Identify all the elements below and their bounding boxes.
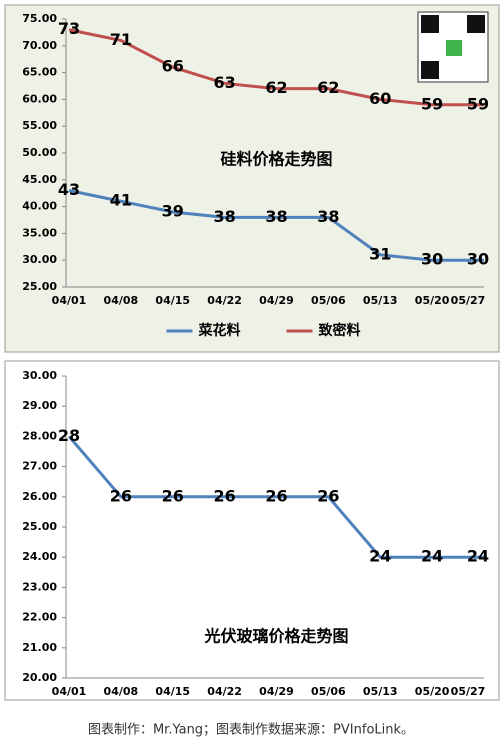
data-label: 38 — [317, 207, 339, 226]
chart-frame — [4, 360, 500, 701]
data-label: 30 — [467, 250, 489, 269]
y-tick-label: 23.00 — [22, 580, 57, 593]
data-label: 62 — [265, 78, 287, 97]
data-label: 41 — [110, 191, 132, 210]
line-series — [67, 435, 484, 559]
data-label: 43 — [58, 180, 80, 199]
x-tick-label: 05/13 — [363, 294, 398, 307]
data-label: 73 — [58, 19, 80, 38]
y-tick-label: 30.00 — [22, 369, 57, 382]
data-label: 26 — [317, 486, 339, 505]
y-tick-label: 26.00 — [22, 490, 57, 503]
chart-title: 光伏玻璃价格走势图 — [203, 627, 348, 646]
x-tick-label: 04/01 — [52, 294, 87, 307]
data-label: 66 — [162, 57, 184, 76]
data-label: 28 — [58, 426, 80, 445]
y-tick-label: 29.00 — [22, 399, 57, 412]
x-tick-label: 05/27 — [451, 685, 486, 698]
y-tick-label: 35.00 — [22, 226, 57, 239]
data-label: 39 — [162, 201, 184, 220]
y-tick-label: 55.00 — [22, 119, 57, 132]
data-label: 71 — [110, 30, 132, 49]
x-tick-label: 05/06 — [311, 294, 346, 307]
y-tick-label: 30.00 — [22, 253, 57, 266]
y-tick-label: 25.00 — [22, 280, 57, 293]
x-tick-label: 05/27 — [451, 294, 486, 307]
y-tick-label: 60.00 — [22, 92, 57, 105]
y-tick-label: 28.00 — [22, 429, 57, 442]
y-tick-label: 40.00 — [22, 200, 57, 213]
y-tick-label: 65.00 — [22, 66, 57, 79]
x-tick-label: 04/15 — [155, 294, 190, 307]
chart-title: 硅料价格走势图 — [220, 150, 332, 169]
x-tick-label: 04/22 — [207, 685, 242, 698]
y-tick-label: 45.00 — [22, 173, 57, 186]
x-tick-label: 04/01 — [52, 685, 87, 698]
y-tick-label: 22.00 — [22, 611, 57, 624]
x-tick-label: 05/20 — [415, 294, 450, 307]
data-label: 24 — [421, 547, 443, 566]
data-label: 31 — [369, 244, 391, 263]
data-label: 62 — [317, 78, 339, 97]
data-label: 26 — [162, 486, 184, 505]
data-label: 26 — [110, 486, 132, 505]
line-series — [68, 189, 484, 262]
x-tick-label: 05/06 — [311, 685, 346, 698]
data-label: 63 — [213, 73, 235, 92]
y-tick-label: 20.00 — [22, 671, 57, 684]
x-tick-label: 04/08 — [104, 685, 139, 698]
data-label: 59 — [467, 94, 489, 113]
data-label: 60 — [369, 89, 391, 108]
legend-label: 致密料 — [319, 322, 361, 339]
x-tick-label: 04/29 — [259, 685, 294, 698]
data-label: 30 — [421, 250, 443, 269]
x-tick-label: 04/08 — [104, 294, 139, 307]
y-tick-label: 50.00 — [22, 146, 57, 159]
x-tick-label: 05/20 — [415, 685, 450, 698]
legend-label: 菜花料 — [198, 322, 241, 339]
data-label: 24 — [369, 547, 391, 566]
y-tick-label: 27.00 — [22, 460, 57, 473]
caption: 图表制作：Mr.Yang；图表制作数据来源：PVInfoLink。 — [88, 723, 414, 738]
data-label: 26 — [265, 486, 287, 505]
x-tick-label: 05/13 — [363, 685, 398, 698]
data-label: 26 — [213, 486, 235, 505]
data-label: 24 — [467, 547, 489, 566]
data-label: 38 — [265, 207, 287, 226]
qr-code — [417, 11, 489, 83]
y-tick-label: 75.00 — [22, 12, 57, 25]
x-tick-label: 04/22 — [207, 294, 242, 307]
chart-frame — [4, 4, 500, 353]
y-tick-label: 70.00 — [22, 39, 57, 52]
y-tick-label: 21.00 — [22, 641, 57, 654]
y-tick-label: 24.00 — [22, 550, 57, 563]
data-label: 38 — [213, 207, 235, 226]
y-tick-label: 25.00 — [22, 520, 57, 533]
x-tick-label: 04/29 — [259, 294, 294, 307]
line-series — [68, 28, 484, 107]
data-label: 59 — [421, 94, 443, 113]
x-tick-label: 04/15 — [155, 685, 190, 698]
